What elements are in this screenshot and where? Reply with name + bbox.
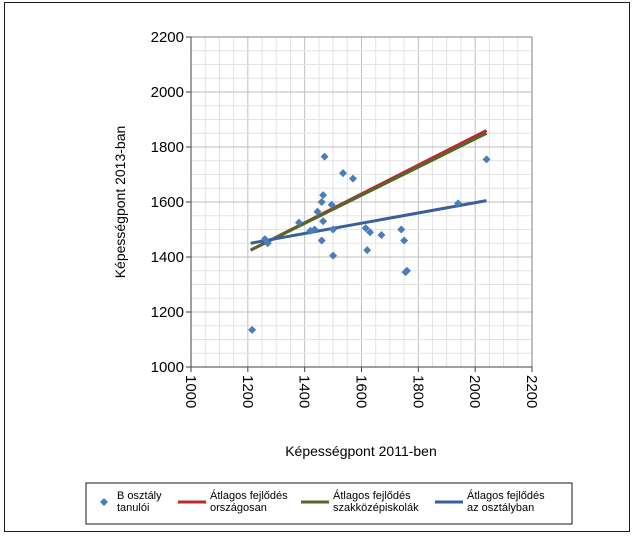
scatter-point xyxy=(361,224,370,233)
scatter-point xyxy=(327,200,336,209)
legend: B osztály tanulói Átlagos fejlődés orszá… xyxy=(85,482,573,525)
scatter-point xyxy=(363,246,372,255)
scatter-point xyxy=(319,191,328,200)
y-tick-label: 1400 xyxy=(151,249,184,266)
legend-label: az osztályban xyxy=(467,502,534,514)
scatter-point xyxy=(377,231,386,239)
y-tick-label: 1200 xyxy=(151,304,184,321)
trend-line xyxy=(250,131,488,252)
scatter-point xyxy=(310,225,319,234)
legend-item-vocational: Átlagos fejlődés szakközépiskolák xyxy=(301,489,419,514)
y-axis-title: Képességpont 2013-ban xyxy=(112,126,128,279)
y-tick-label: 1000 xyxy=(151,359,184,376)
trend-line xyxy=(250,199,487,245)
x-tick-label: 1400 xyxy=(296,375,313,408)
scatter-point xyxy=(294,218,303,227)
legend-item-students: B osztály tanulói xyxy=(100,490,162,514)
y-tick-label: 1800 xyxy=(151,139,184,156)
scatter-point xyxy=(320,152,329,161)
legend-label: Átlagos fejlődés xyxy=(467,489,545,502)
legend-label: Átlagos fejlődés xyxy=(333,489,411,502)
y-tick-label: 1600 xyxy=(151,194,184,211)
scatter-point xyxy=(329,251,338,260)
scatter-point xyxy=(402,266,411,275)
legend-label: B osztály xyxy=(117,490,162,502)
scatter-point xyxy=(397,225,406,234)
scatter-point xyxy=(454,199,463,208)
tick-labels: 1000 1200 1400 1600 1800 2000 2200 1000 1200 1400… xyxy=(151,29,540,408)
scatter-point xyxy=(313,207,322,216)
x-axis-title: Képességpont 2011-ben xyxy=(285,443,437,459)
trend-lines xyxy=(249,129,488,252)
chart-frame xyxy=(4,2,630,532)
scatter-point xyxy=(317,236,326,245)
scatter-point xyxy=(339,169,348,178)
scatter-point xyxy=(263,239,272,248)
legend-label: Átlagos fejlődés xyxy=(210,489,288,502)
scatter-point xyxy=(319,217,328,226)
y-tick-label: 2200 xyxy=(151,29,184,46)
x-tick-label: 1800 xyxy=(409,375,426,408)
y-tick-label: 2000 xyxy=(151,84,184,101)
legend-item-national: Átlagos fejlődés országosan xyxy=(178,489,288,514)
x-tick-label: 1000 xyxy=(182,375,199,408)
x-tick-label: 1200 xyxy=(239,375,256,408)
scatter-point xyxy=(317,198,326,206)
x-tick-label: 1600 xyxy=(353,375,370,408)
legend-marker-diamond-icon xyxy=(100,498,108,506)
x-tick-label: 2000 xyxy=(466,375,483,408)
legend-label: szakközépiskolák xyxy=(333,502,419,514)
scatter-point xyxy=(482,155,491,164)
x-tick-label: 2200 xyxy=(523,375,540,408)
scatter-point xyxy=(248,325,257,334)
scatter-point xyxy=(366,228,375,237)
legend-label: tanulói xyxy=(117,502,149,514)
scatter-point xyxy=(400,236,409,245)
scatter-points xyxy=(248,152,491,334)
scatter-point xyxy=(348,174,357,183)
legend-item-class: Átlagos fejlődés az osztályban xyxy=(435,489,545,514)
legend-label: országosan xyxy=(210,502,267,514)
scatter-point xyxy=(329,225,338,234)
